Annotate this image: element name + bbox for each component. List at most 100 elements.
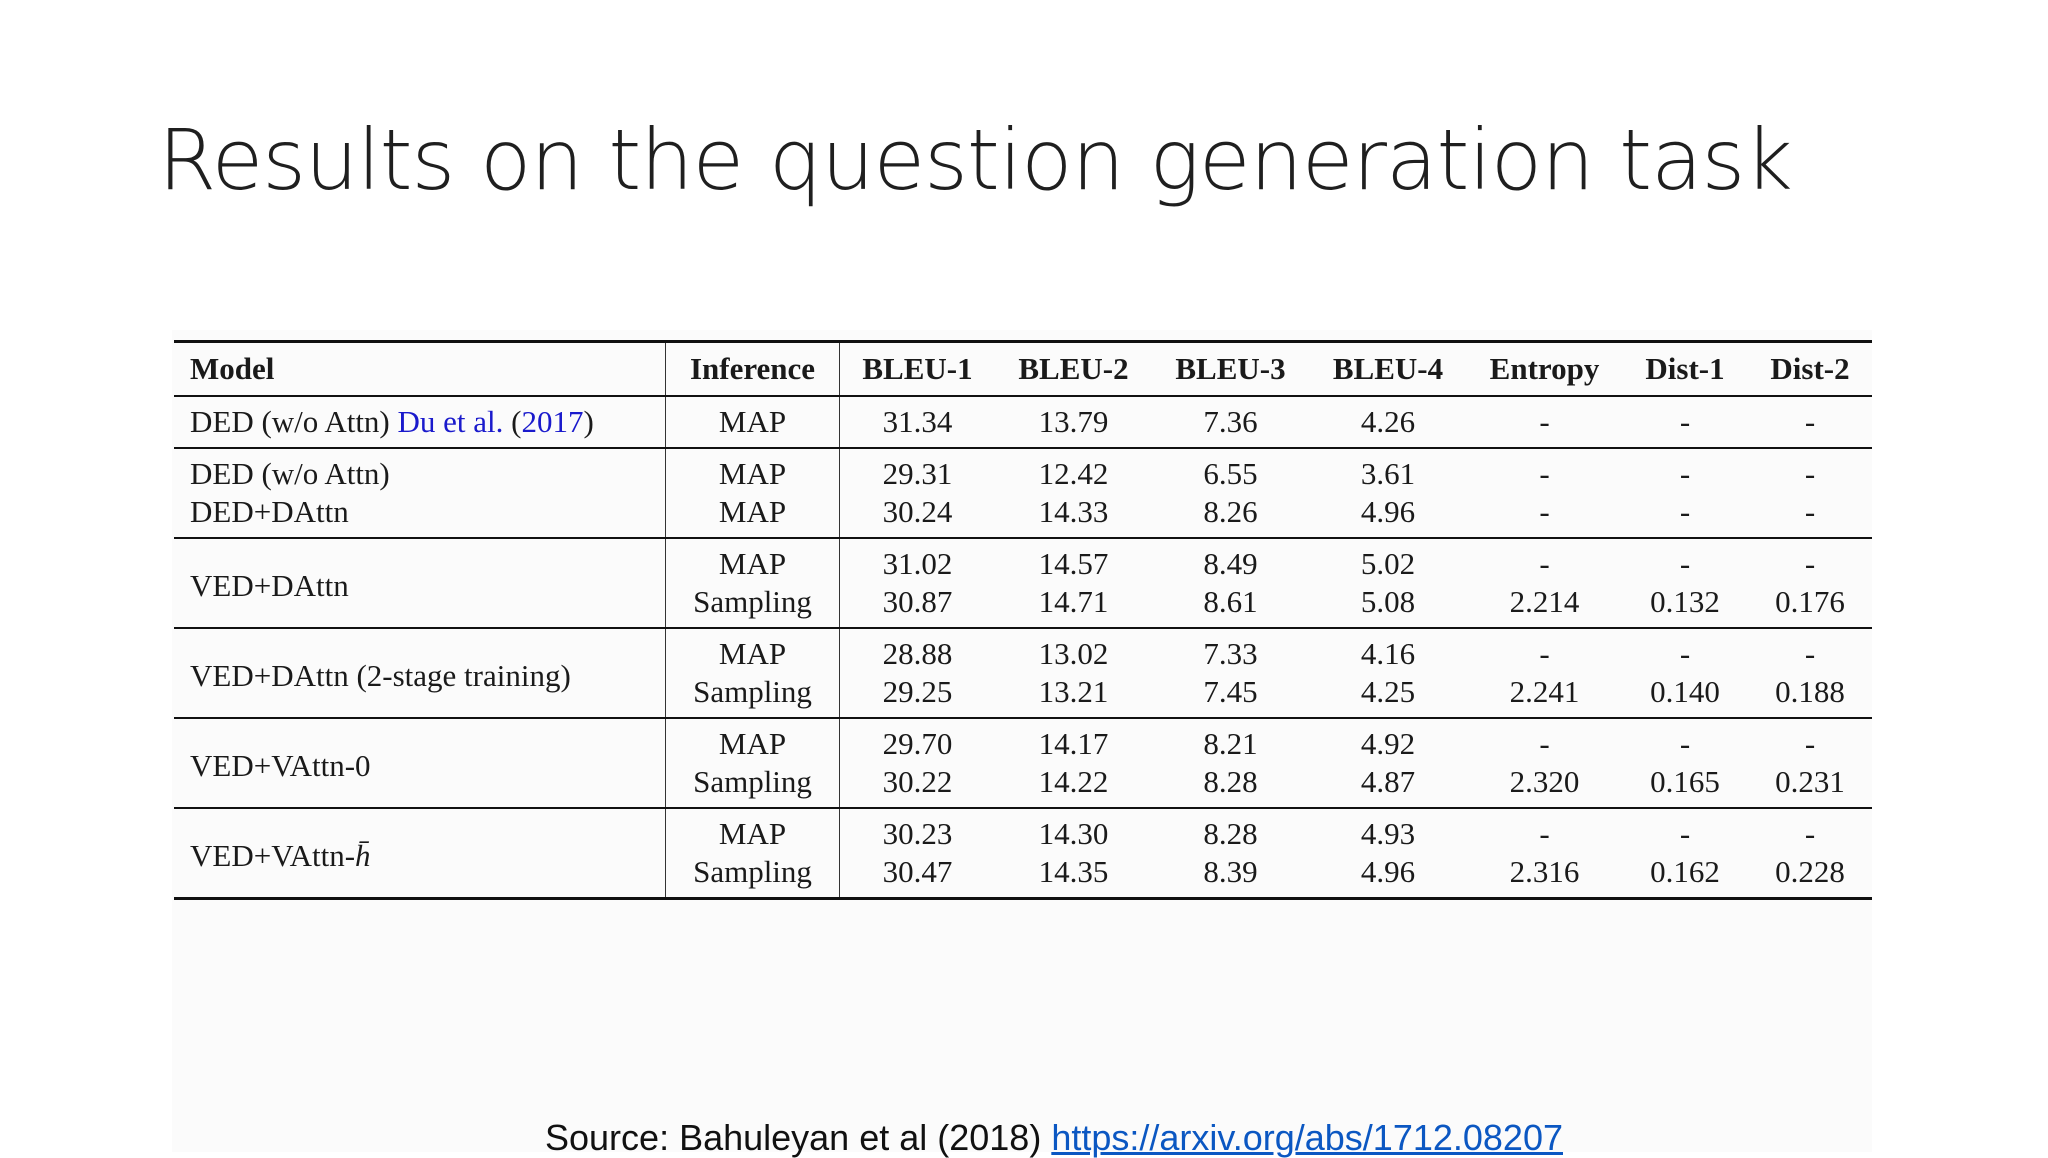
bleu4-cell: 4.87 [1360, 764, 1416, 799]
inference-cell: MAP [665, 538, 840, 583]
dist2-cell: - [1804, 456, 1816, 491]
table-row: Sampling 29.25 13.21 7.45 4.25 2.241 0.1… [174, 673, 1872, 718]
bleu1-cell: 30.47 [882, 854, 953, 889]
bleu4-cell: 5.08 [1360, 584, 1416, 619]
bleu3-cell: 8.21 [1203, 726, 1258, 761]
dist2-cell: - [1804, 726, 1816, 761]
entropy-cell: - [1539, 546, 1550, 581]
table-row: DED (w/o Attn) MAP 29.31 12.42 6.55 3.61… [174, 448, 1872, 493]
bleu3-cell: 7.36 [1203, 404, 1258, 439]
header-bleu4: BLEU-4 [1332, 351, 1444, 386]
dist1-cell: - [1679, 456, 1691, 491]
dist2-cell: 0.188 [1775, 674, 1845, 709]
bleu1-cell: 29.70 [882, 726, 953, 761]
model-cell: VED+VAttn-0 [174, 718, 666, 808]
entropy-cell: - [1539, 456, 1550, 491]
entropy-cell: - [1539, 816, 1550, 851]
bleu4-cell: 4.93 [1360, 816, 1416, 851]
dist1-cell: 0.162 [1650, 854, 1720, 889]
model-cell: DED (w/o Attn) Du et al. (2017) [174, 396, 666, 448]
dist1-cell: - [1679, 494, 1691, 529]
bleu1-cell: 31.34 [882, 404, 953, 439]
table-row: DED+DAttn MAP 30.24 14.33 8.26 4.96 - - … [174, 493, 1872, 538]
dist1-cell: - [1679, 816, 1691, 851]
header-dist1: Dist-1 [1645, 351, 1725, 386]
table-row: VED+DAttn (2-stage training) MAP 28.88 1… [174, 628, 1872, 718]
header-bleu1: BLEU-1 [862, 351, 973, 386]
bleu2-cell: 13.21 [1038, 674, 1109, 709]
model-cell: VED+VAttn-h̄ [174, 808, 666, 899]
table-row: DED (w/o Attn) Du et al. (2017) MAP 31.3… [174, 396, 1872, 448]
entropy-cell: 2.316 [1509, 854, 1580, 889]
bleu4-cell: 4.16 [1360, 636, 1416, 671]
entropy-cell: - [1539, 726, 1550, 761]
bleu1-cell: 31.02 [882, 546, 953, 581]
results-table: Model Inference BLEU-1 BLEU-2 BLEU-3 BLE… [174, 340, 1872, 900]
bleu4-cell: 5.02 [1360, 546, 1416, 581]
table-row: Sampling 30.87 14.71 8.61 5.08 2.214 0.1… [174, 583, 1872, 628]
bleu3-cell: 8.28 [1203, 764, 1258, 799]
citation-link[interactable]: Du et al. [397, 404, 504, 439]
bleu1-cell: 30.24 [882, 494, 953, 529]
source-text: Source: Bahuleyan et al (2018) [545, 1117, 1052, 1158]
dist2-cell: - [1804, 404, 1816, 439]
table-row: VED+DAttn MAP 31.02 14.57 8.49 5.02 - - … [174, 538, 1872, 628]
bleu4-cell: 4.92 [1360, 726, 1416, 761]
bleu3-cell: 8.39 [1203, 854, 1258, 889]
table-row: VED+VAttn-h̄ MAP 30.23 14.30 8.28 4.93 -… [174, 808, 1872, 899]
bleu2-cell: 14.33 [1038, 494, 1109, 529]
source-citation: Source: Bahuleyan et al (2018) https://a… [545, 1118, 1563, 1158]
bleu2-cell: 14.71 [1038, 584, 1109, 619]
entropy-cell: 2.320 [1509, 764, 1580, 799]
source-link[interactable]: https://arxiv.org/abs/1712.08207 [1051, 1117, 1563, 1158]
table-group-ved-vattn-hbar: VED+VAttn-h̄ MAP 30.23 14.30 8.28 4.93 -… [174, 808, 1872, 899]
header-dist2: Dist-2 [1770, 351, 1850, 386]
inference-cell: Sampling [665, 763, 840, 808]
slide-title: Results on the question generation task [158, 111, 1793, 209]
bleu1-cell: 30.23 [882, 816, 953, 851]
bleu2-cell: 14.35 [1038, 854, 1109, 889]
header-bleu2: BLEU-2 [1018, 351, 1129, 386]
dist2-cell: - [1804, 494, 1816, 529]
dist2-cell: - [1804, 546, 1816, 581]
inference-cell: MAP [665, 396, 840, 448]
dist2-cell: 0.228 [1775, 854, 1845, 889]
bleu4-cell: 4.96 [1360, 494, 1416, 529]
model-cell: VED+DAttn (2-stage training) [174, 628, 666, 718]
model-name: DED (w/o Attn) [190, 404, 398, 439]
bleu1-cell: 30.22 [882, 764, 953, 799]
inference-cell: Sampling [665, 673, 840, 718]
bleu3-cell: 8.26 [1203, 494, 1258, 529]
table-row: Sampling 30.47 14.35 8.39 4.96 2.316 0.1… [174, 853, 1872, 899]
bleu1-cell: 30.87 [882, 584, 953, 619]
model-cell: DED (w/o Attn) [174, 448, 666, 493]
model-cell: DED+DAttn [174, 493, 666, 538]
bleu2-cell: 13.79 [1038, 404, 1109, 439]
bleu3-cell: 7.45 [1203, 674, 1258, 709]
bleu3-cell: 8.49 [1203, 546, 1258, 581]
bleu3-cell: 7.33 [1203, 636, 1258, 671]
bleu1-cell: 29.25 [882, 674, 953, 709]
bleu4-cell: 4.25 [1360, 674, 1416, 709]
bleu2-cell: 14.57 [1038, 546, 1109, 581]
bleu2-cell: 13.02 [1038, 636, 1109, 671]
header-model: Model [174, 341, 666, 396]
dist1-cell: 0.140 [1650, 674, 1720, 709]
model-symbol: h̄ [355, 838, 371, 873]
model-name: VED+VAttn- [190, 838, 356, 873]
bleu2-cell: 14.22 [1038, 764, 1109, 799]
bleu2-cell: 14.30 [1038, 816, 1109, 851]
dist1-cell: - [1679, 726, 1691, 761]
entropy-cell: 2.214 [1509, 584, 1580, 619]
citation-year-link[interactable]: 2017 [521, 404, 584, 439]
bleu1-cell: 29.31 [882, 456, 953, 491]
bleu1-cell: 28.88 [882, 636, 953, 671]
inference-cell: Sampling [665, 583, 840, 628]
inference-cell: MAP [665, 628, 840, 673]
header-inference: Inference [665, 341, 840, 396]
inference-cell: Sampling [665, 853, 840, 899]
table-row: Sampling 30.22 14.22 8.28 4.87 2.320 0.1… [174, 763, 1872, 808]
table-header-row: Model Inference BLEU-1 BLEU-2 BLEU-3 BLE… [174, 341, 1872, 396]
header-bleu3: BLEU-3 [1175, 351, 1286, 386]
entropy-cell: - [1539, 404, 1550, 439]
